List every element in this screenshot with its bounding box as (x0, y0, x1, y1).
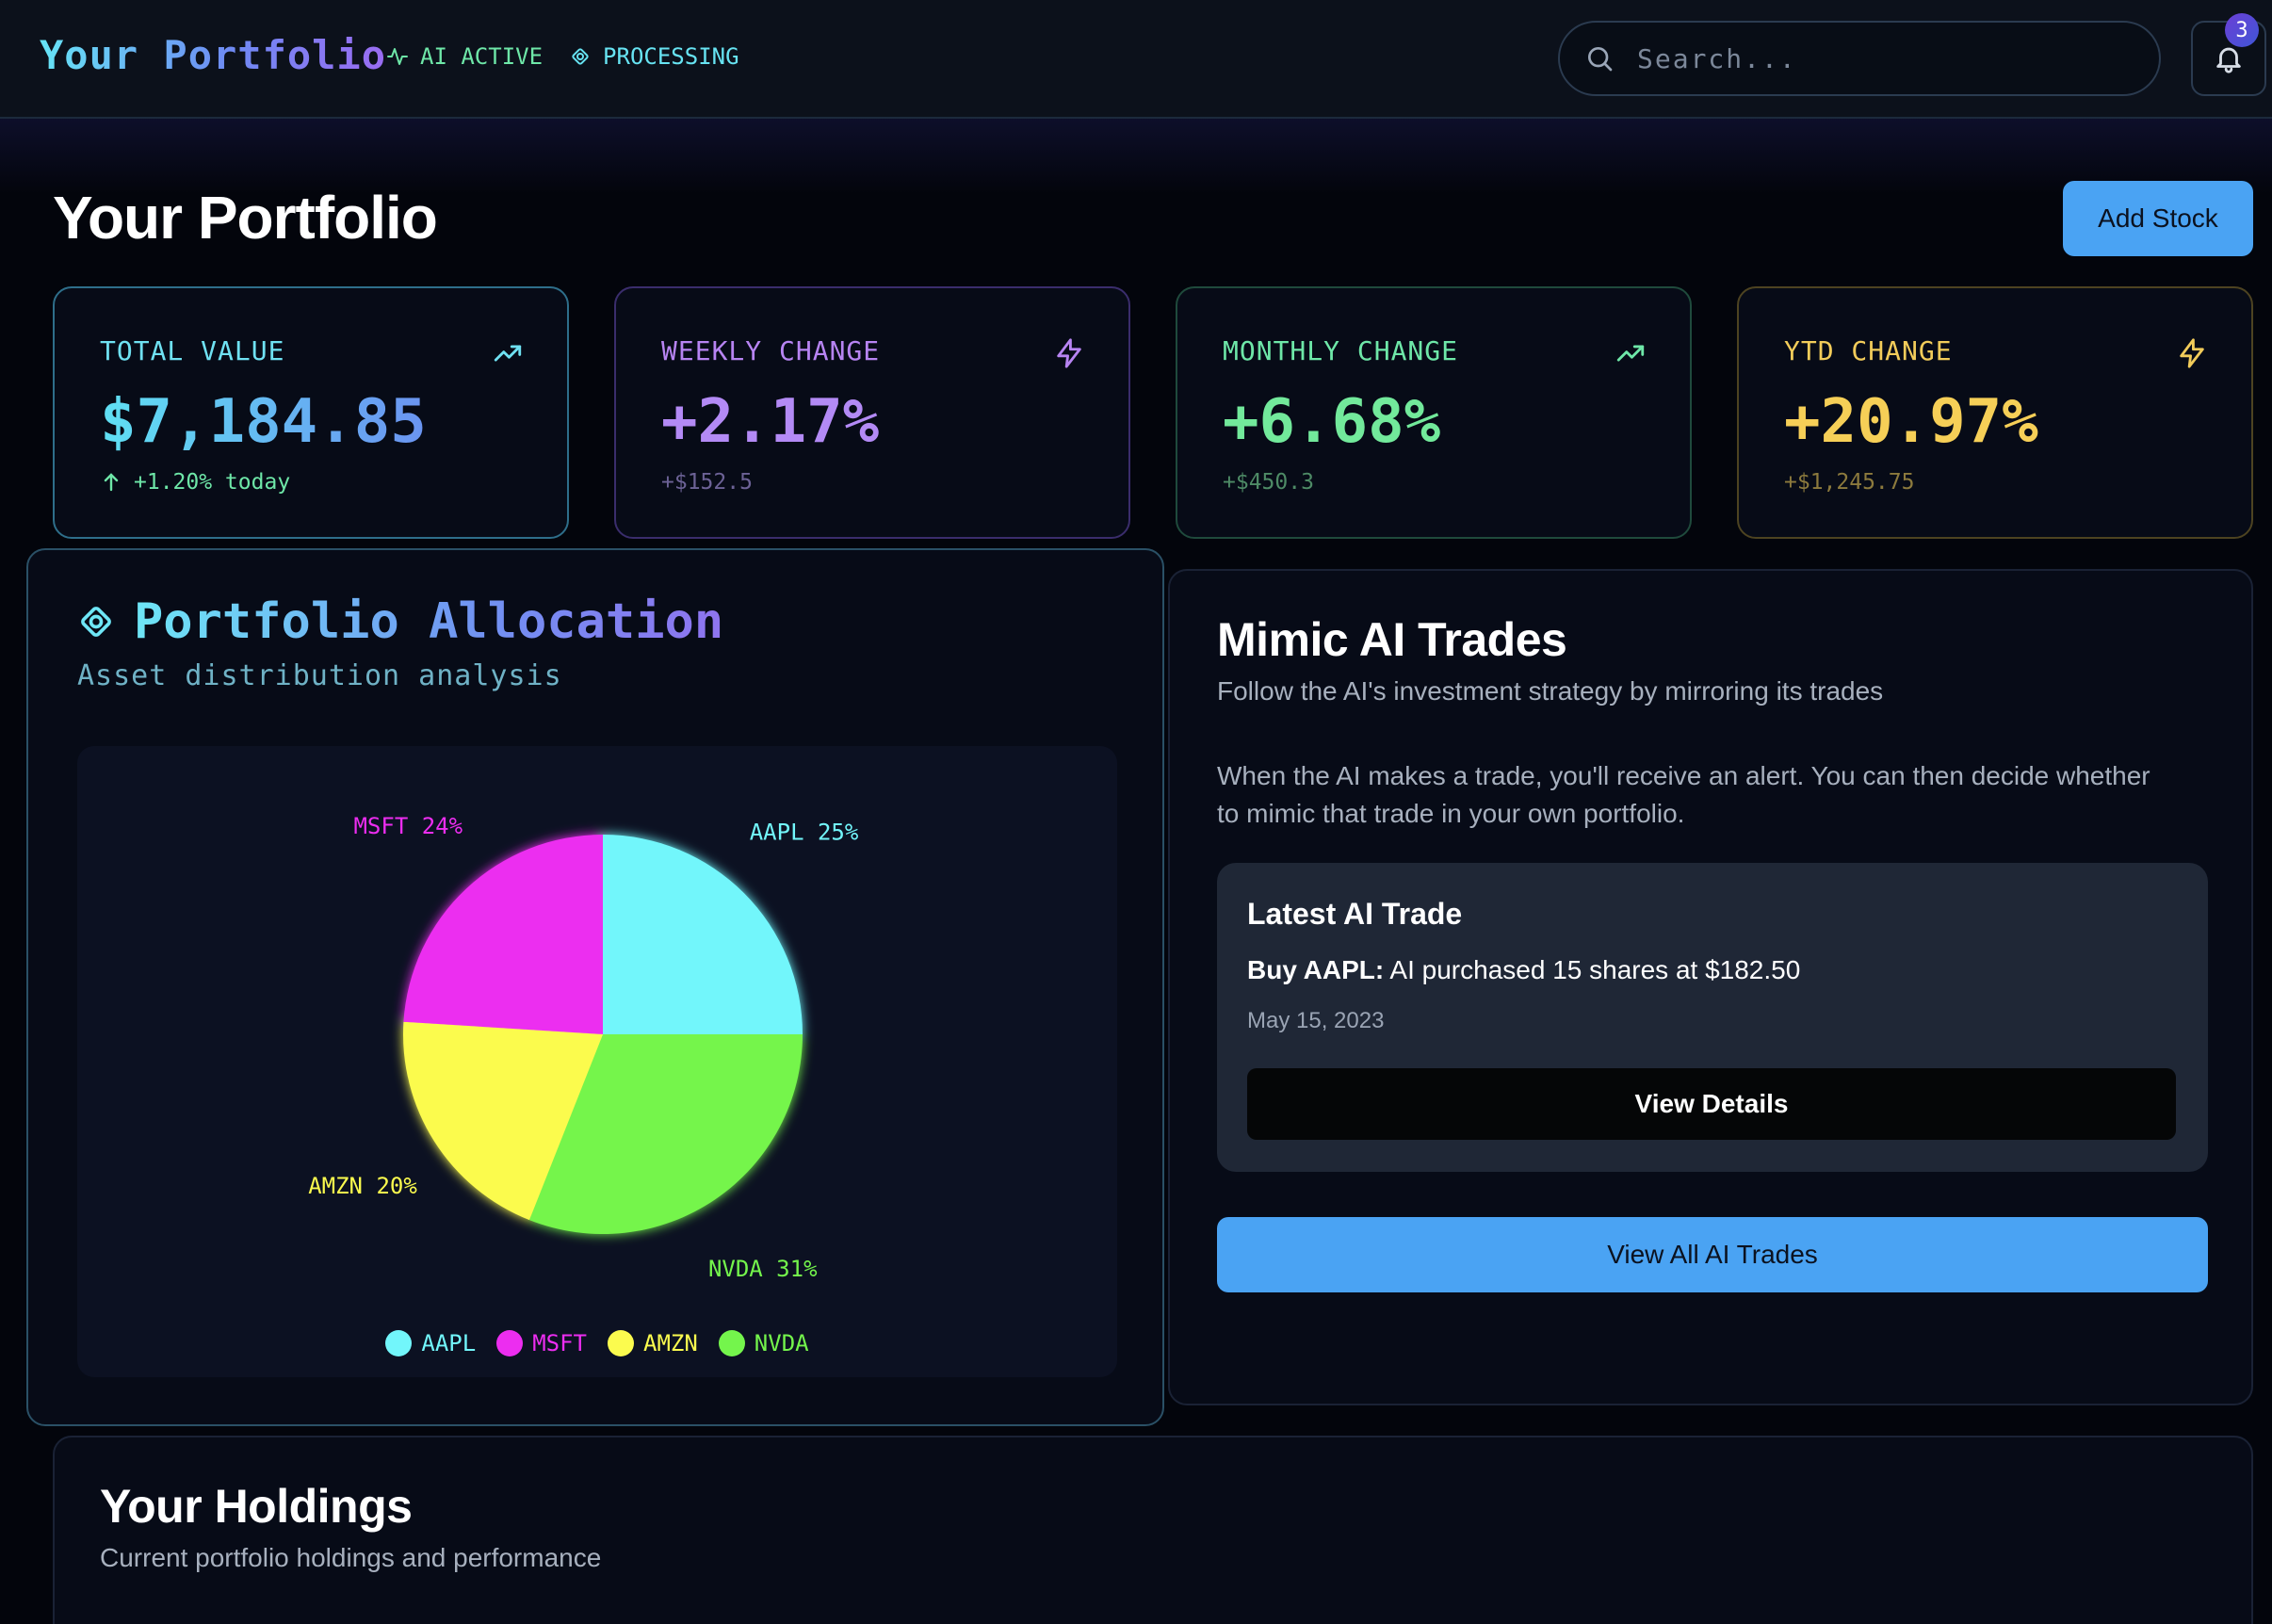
mimic-description: When the AI makes a trade, you'll receiv… (1217, 761, 2150, 828)
legend-label: MSFT (532, 1330, 587, 1356)
stat-label: YTD CHANGE (1784, 335, 1953, 366)
legend-label: AMZN (643, 1330, 698, 1356)
pie-slice-aapl[interactable] (603, 835, 803, 1034)
lightning-icon (1057, 338, 1081, 368)
stat-card-ytd-change: YTD CHANGE +20.97% +$1,245.75 (1737, 286, 2253, 539)
lightning-icon (2180, 338, 2204, 368)
legend-item-amzn[interactable]: AMZN (608, 1330, 698, 1356)
legend-item-msft[interactable]: MSFT (496, 1330, 587, 1356)
add-stock-button[interactable]: Add Stock (2063, 181, 2253, 256)
header-glow (0, 119, 2272, 194)
pie-label-amzn: AMZN 20% (308, 1173, 417, 1199)
trade-action: Buy AAPL: (1247, 955, 1385, 984)
stat-subtext-value: +1.20% today (134, 470, 291, 495)
view-all-trades-button[interactable]: View All AI Trades (1217, 1217, 2208, 1292)
cpu-icon (81, 607, 111, 637)
allocation-chart: AAPL 25% NVDA 31% AMZN 20% MSFT 24% AAPL MSF… (77, 746, 1117, 1377)
trade-date: May 15, 2023 (1247, 1008, 1385, 1033)
search-input[interactable] (1637, 42, 2127, 74)
trending-up-icon (494, 345, 522, 362)
holdings-subtitle: Current portfolio holdings and performan… (100, 1543, 602, 1572)
trending-up-icon (1616, 345, 1645, 362)
legend-swatch (496, 1330, 524, 1356)
activity-icon (387, 48, 408, 65)
latest-trade-card: Latest AI Trade Buy AAPL: AI purchased 1… (1217, 863, 2208, 1172)
mimic-ai-trades-panel: Mimic AI Trades Follow the AI's investme… (1168, 569, 2253, 1405)
stat-label: MONTHLY CHANGE (1223, 335, 1459, 366)
notification-count-badge: 3 (2225, 13, 2259, 47)
legend-label: AAPL (421, 1330, 477, 1356)
stat-label: TOTAL VALUE (100, 335, 285, 366)
pie-slice-amzn[interactable] (403, 1021, 603, 1221)
processing-label: PROCESSING (603, 43, 739, 70)
allocation-title: Portfolio Allocation (75, 593, 723, 650)
stat-subtext: +$1,245.75 (1784, 470, 1915, 495)
pie-slice-nvda[interactable] (528, 1034, 803, 1234)
latest-trade-title: Latest AI Trade (1247, 897, 1463, 931)
stat-label: WEEKLY CHANGE (661, 335, 881, 366)
trade-summary: Buy AAPL: AI purchased 15 shares at $182… (1247, 955, 1800, 985)
bell-icon (2216, 47, 2241, 73)
search-box[interactable] (1558, 21, 2161, 96)
page-title: Your Portfolio (53, 184, 438, 252)
legend-item-nvda[interactable]: NVDA (718, 1330, 809, 1356)
pie-label-nvda: NVDA 31% (708, 1256, 818, 1282)
holdings-panel: Your Holdings Current portfolio holdings… (53, 1436, 2253, 1624)
pie-slice-msft[interactable] (403, 835, 603, 1034)
stat-subtext: +$450.3 (1223, 470, 1314, 495)
allocation-title-text: Portfolio Allocation (134, 593, 724, 650)
legend-swatch (608, 1330, 634, 1356)
portfolio-allocation-panel: Portfolio Allocation Asset distribution … (26, 548, 1164, 1426)
stat-subtext: +$152.5 (661, 470, 753, 495)
holdings-title: Your Holdings (100, 1480, 413, 1533)
stat-value: +20.97% (1784, 387, 2038, 457)
stat-value: $7,184.85 (100, 387, 522, 457)
mimic-title: Mimic AI Trades (1217, 613, 1567, 666)
legend-item-aapl[interactable]: AAPL (385, 1330, 476, 1356)
chart-legend: AAPL MSFT AMZN NVDA (77, 1330, 1117, 1356)
trade-detail: AI purchased 15 shares at $182.50 (1389, 955, 1801, 984)
pie-chart: AAPL 25% NVDA 31% AMZN 20% MSFT 24% (308, 813, 859, 1282)
mimic-subtitle: Follow the AI's investment strategy by m… (1217, 676, 1884, 706)
legend-swatch (718, 1330, 745, 1356)
view-details-button[interactable]: View Details (1247, 1068, 2176, 1140)
pie-label-aapl: AAPL 25% (750, 819, 859, 845)
processing-status: PROCESSING (569, 43, 739, 70)
legend-swatch (385, 1330, 413, 1356)
stat-card-total-value: TOTAL VALUE $7,184.85 +1.20% today (53, 286, 569, 539)
legend-label: NVDA (754, 1330, 809, 1356)
stat-value: +6.68% (1223, 387, 1441, 457)
cpu-icon (572, 48, 589, 65)
brand-logo-text[interactable]: Your Portfolio (40, 32, 387, 78)
ai-active-status: AI ACTIVE (386, 43, 543, 70)
search-icon (1588, 47, 1613, 72)
ai-active-label: AI ACTIVE (420, 43, 544, 70)
status-indicators: AI ACTIVE PROCESSING (386, 43, 739, 70)
top-bar: Your Portfolio AI ACTIVE PROCESSING 3 (0, 0, 2272, 119)
allocation-subtitle: Asset distribution analysis (77, 659, 562, 692)
pie-label-msft: MSFT 24% (353, 813, 463, 839)
arrow-up-icon (104, 473, 119, 492)
stat-value: +2.17% (661, 387, 880, 457)
stat-card-weekly-change: WEEKLY CHANGE +2.17% +$152.5 (614, 286, 1130, 539)
stat-card-monthly-change: MONTHLY CHANGE +6.68% +$450.3 (1176, 286, 1692, 539)
stat-subtext: +1.20% today (100, 470, 522, 495)
